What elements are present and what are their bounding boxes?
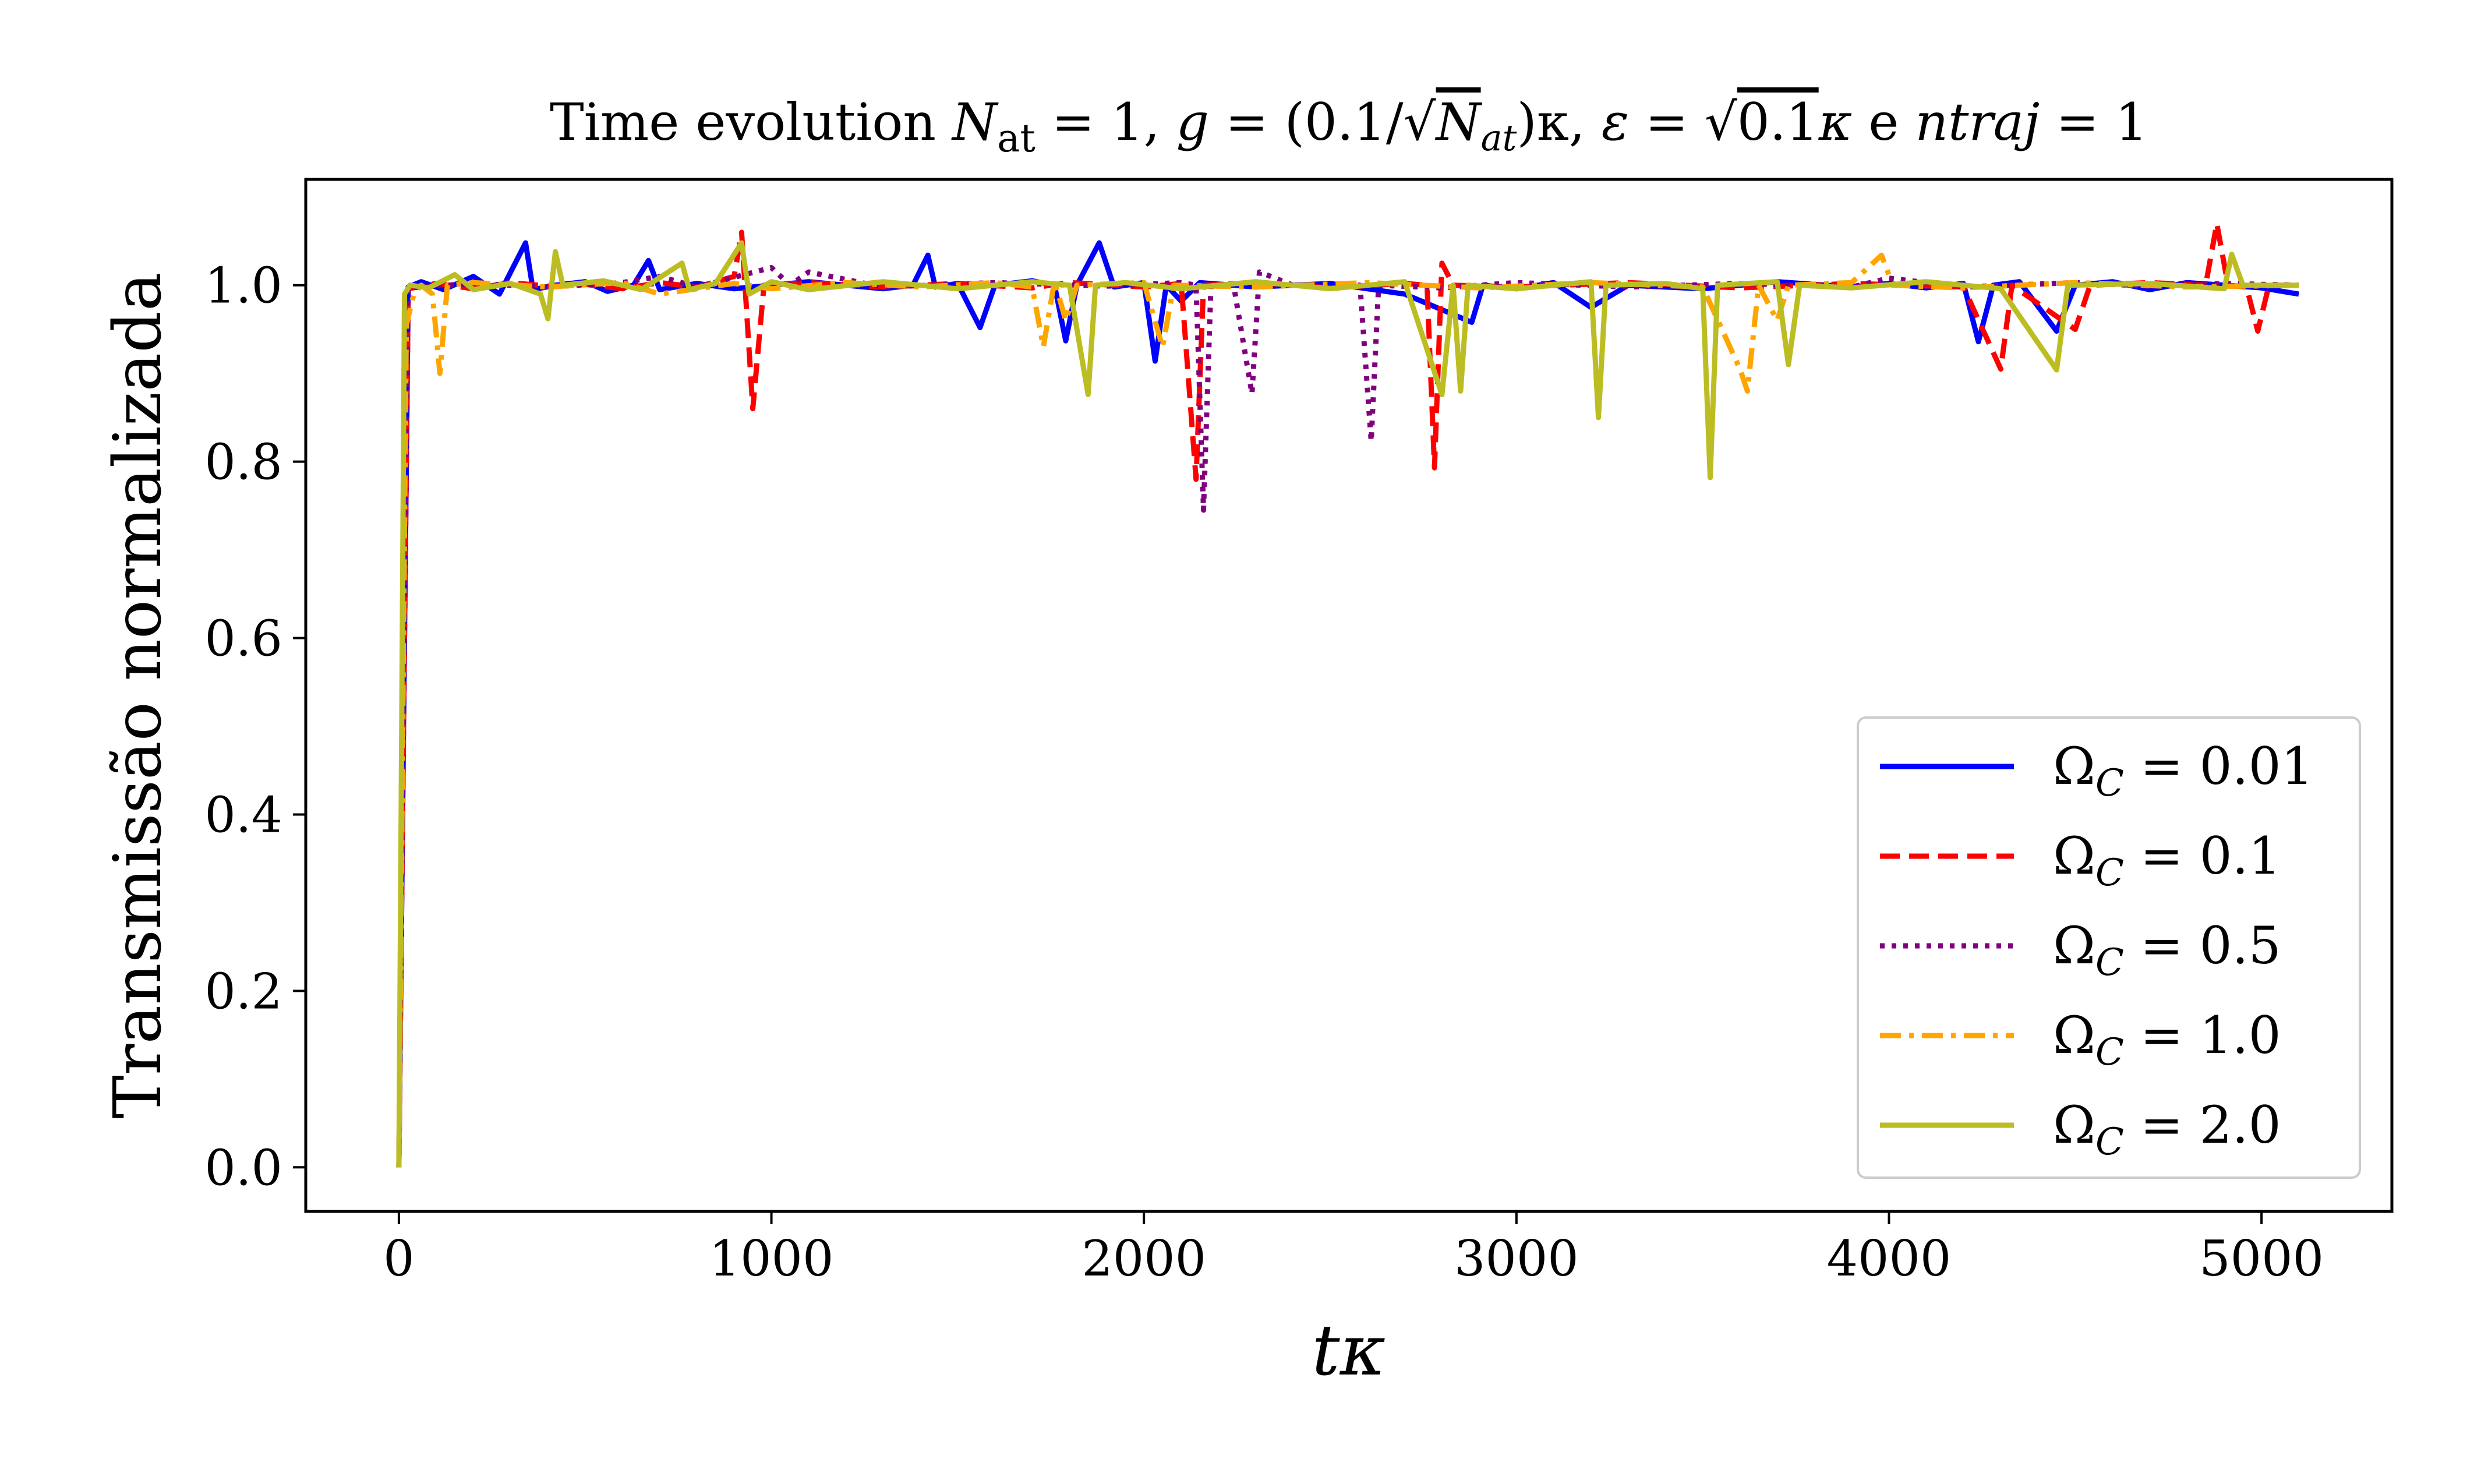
y-tick-label-4: 0.8 <box>204 434 282 491</box>
x-tick-label-4: 4000 <box>1827 1230 1952 1287</box>
y-axis-ticks: 0.0 0.2 0.4 0.6 0.8 1.0 <box>204 257 306 1196</box>
y-axis-label: Transmissão normalizada <box>100 272 176 1118</box>
x-tick-label-2: 2000 <box>1082 1230 1206 1287</box>
legend-label-2: ΩC = 0.5 <box>2053 916 2281 984</box>
legend-label-1: ΩC = 0.1 <box>2053 826 2281 895</box>
y-tick-label-0: 0.0 <box>204 1139 282 1196</box>
x-tick-label-5: 5000 <box>2199 1230 2324 1287</box>
x-tick-label-1: 1000 <box>709 1230 834 1287</box>
plot-frame <box>304 178 2394 1213</box>
series-line-4 <box>396 240 2299 1168</box>
y-tick-label-1: 0.2 <box>204 963 282 1020</box>
y-tick-label-2: 0.4 <box>204 786 282 843</box>
legend-label-4: ΩC = 2.0 <box>2053 1095 2281 1164</box>
legend-box <box>1857 716 2361 1179</box>
legend-label-0: ΩC = 0.01 <box>2053 736 2314 805</box>
x-axis-label: tκ <box>1312 1310 1386 1391</box>
x-tick-label-3: 3000 <box>1454 1230 1579 1287</box>
x-tick-label-0: 0 <box>383 1230 414 1287</box>
legend-label-3: ΩC = 1.0 <box>2053 1005 2281 1074</box>
y-tick-label-3: 0.6 <box>204 610 282 667</box>
chart-title: Time evolution Nat = 1, g = (0.1/√Nat)κ,… <box>550 92 2148 161</box>
series-layer <box>396 221 2299 1168</box>
y-tick-label-5: 1.0 <box>204 257 282 315</box>
x-axis-ticks: 0 1000 2000 3000 4000 5000 <box>383 1211 2324 1287</box>
legend: ΩC = 0.01 ΩC = 0.1 ΩC = 0.5 ΩC = 1.0 ΩC = 2.… <box>1857 716 2361 1179</box>
